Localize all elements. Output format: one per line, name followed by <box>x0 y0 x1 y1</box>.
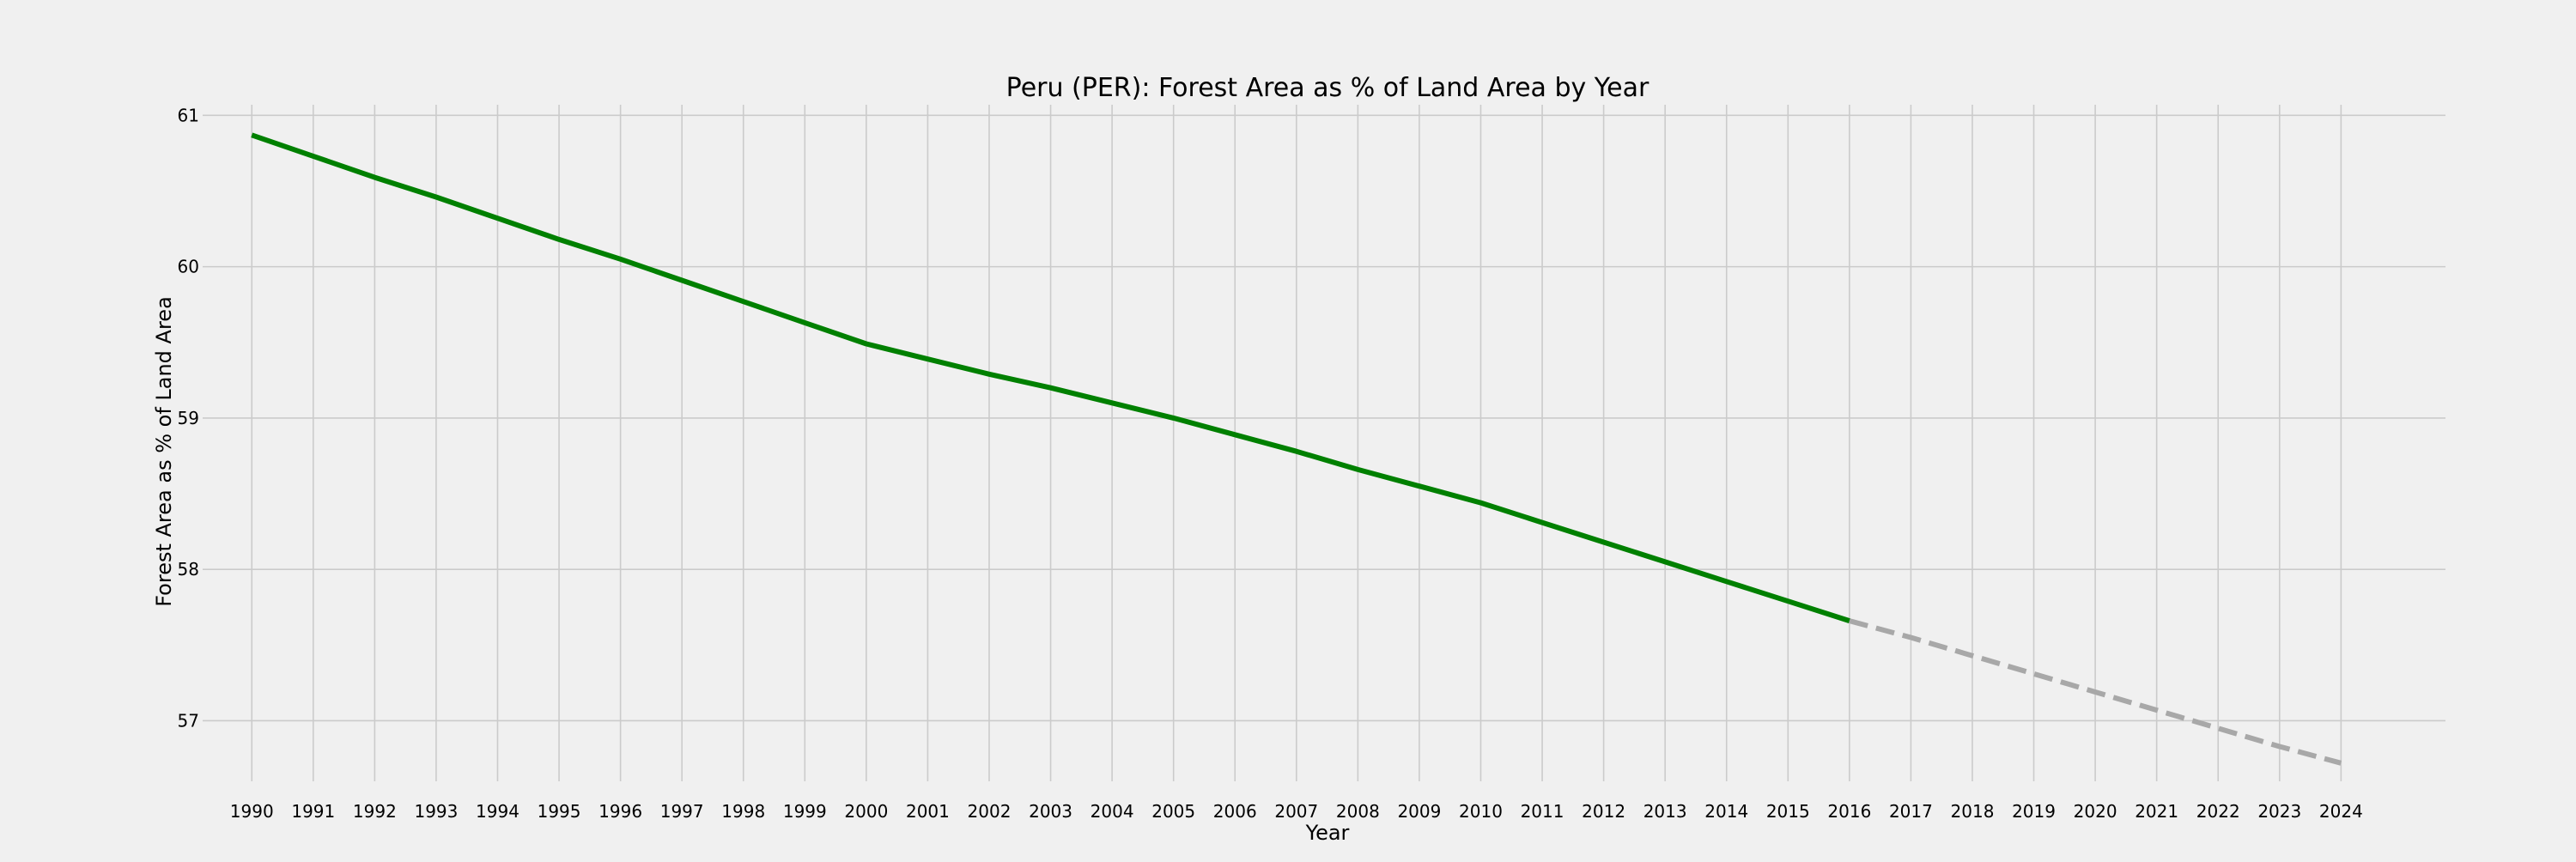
x-tick-label: 2012 <box>1582 801 1625 822</box>
data-point <box>1171 416 1176 421</box>
data-point <box>434 195 439 200</box>
y-tick-label: 58 <box>178 559 199 580</box>
data-point <box>1785 598 1790 604</box>
series-lines <box>249 132 2343 766</box>
data-point <box>1294 449 1299 454</box>
y-axis-label: Forest Area as % of Land Area <box>152 296 176 607</box>
y-tick-label: 61 <box>178 105 199 125</box>
x-tick-label: 2006 <box>1213 801 1257 822</box>
data-point <box>1478 501 1483 506</box>
x-tick-label: 2013 <box>1643 801 1687 822</box>
data-point <box>679 277 684 282</box>
y-tick-label: 60 <box>178 257 199 277</box>
x-tick-label: 2005 <box>1151 801 1195 822</box>
x-tick-label: 1992 <box>353 801 397 822</box>
x-tick-label: 1994 <box>476 801 519 822</box>
grid <box>203 105 2445 781</box>
data-point <box>311 154 316 159</box>
x-tick-label: 2018 <box>1951 801 1995 822</box>
x-tick-label: 2001 <box>906 801 950 822</box>
x-tick-label: 2024 <box>2319 801 2363 822</box>
x-tick-label: 2022 <box>2196 801 2240 822</box>
data-point <box>1662 559 1668 564</box>
chart-title: Peru (PER): Forest Area as % of Land Are… <box>1006 73 1649 103</box>
y-tick-label: 59 <box>178 408 199 428</box>
x-tick-label: 2015 <box>1766 801 1810 822</box>
x-tick-label: 1991 <box>291 801 335 822</box>
x-tick-label: 2016 <box>1827 801 1871 822</box>
data-point <box>2093 689 2098 695</box>
data-point <box>1540 520 1545 525</box>
x-tick-label: 2000 <box>844 801 888 822</box>
data-point <box>2154 707 2160 713</box>
x-tick-label: 1996 <box>598 801 642 822</box>
data-point <box>925 356 930 361</box>
data-point <box>2338 761 2343 766</box>
data-point <box>1970 653 1975 659</box>
data-point <box>495 216 500 221</box>
x-tick-label: 1990 <box>230 801 274 822</box>
y-tick-label: 57 <box>178 710 199 731</box>
x-axis-ticks: 1990 1991 1992 1993 1994 1995 1996 1997 1998 1999… <box>230 801 2363 822</box>
x-tick-label: 2017 <box>1889 801 1933 822</box>
data-point <box>1601 539 1607 544</box>
data-point <box>372 175 377 180</box>
data-point <box>2032 671 2037 677</box>
historical-series-line <box>251 132 1850 623</box>
x-tick-label: 1993 <box>414 801 458 822</box>
x-tick-label: 2011 <box>1521 801 1564 822</box>
data-point <box>1847 618 1852 623</box>
data-point <box>1232 432 1237 437</box>
data-point <box>1417 483 1422 489</box>
x-tick-label: 2010 <box>1459 801 1503 822</box>
projected-series-line <box>1849 618 2342 766</box>
x-tick-label: 2007 <box>1274 801 1318 822</box>
data-point <box>556 237 562 242</box>
x-tick-label: 1997 <box>660 801 704 822</box>
data-point <box>864 342 869 347</box>
x-tick-label: 2003 <box>1029 801 1072 822</box>
x-tick-label: 2004 <box>1091 801 1134 822</box>
x-tick-label: 2020 <box>2074 801 2117 822</box>
x-tick-label: 2019 <box>2012 801 2056 822</box>
x-tick-label: 2023 <box>2257 801 2301 822</box>
y-axis-ticks: 57 58 59 60 61 <box>178 105 199 731</box>
data-point <box>618 257 623 262</box>
x-tick-label: 2008 <box>1336 801 1380 822</box>
x-tick-label: 2014 <box>1704 801 1748 822</box>
x-tick-label: 1995 <box>538 801 581 822</box>
x-tick-label: 2021 <box>2135 801 2178 822</box>
data-point <box>1724 579 1729 584</box>
data-point <box>987 372 992 377</box>
data-point <box>1908 635 1913 640</box>
data-point <box>1109 400 1115 405</box>
data-point <box>249 132 254 137</box>
x-tick-label: 1998 <box>721 801 765 822</box>
data-point <box>802 320 807 325</box>
data-point <box>1048 385 1054 391</box>
data-point <box>741 299 746 304</box>
data-point <box>1355 467 1360 472</box>
data-point <box>2277 744 2282 749</box>
x-axis-label: Year <box>1305 821 1350 845</box>
x-tick-label: 1999 <box>783 801 827 822</box>
data-point <box>2215 725 2221 731</box>
x-tick-label: 2002 <box>968 801 1012 822</box>
x-tick-label: 2009 <box>1397 801 1441 822</box>
